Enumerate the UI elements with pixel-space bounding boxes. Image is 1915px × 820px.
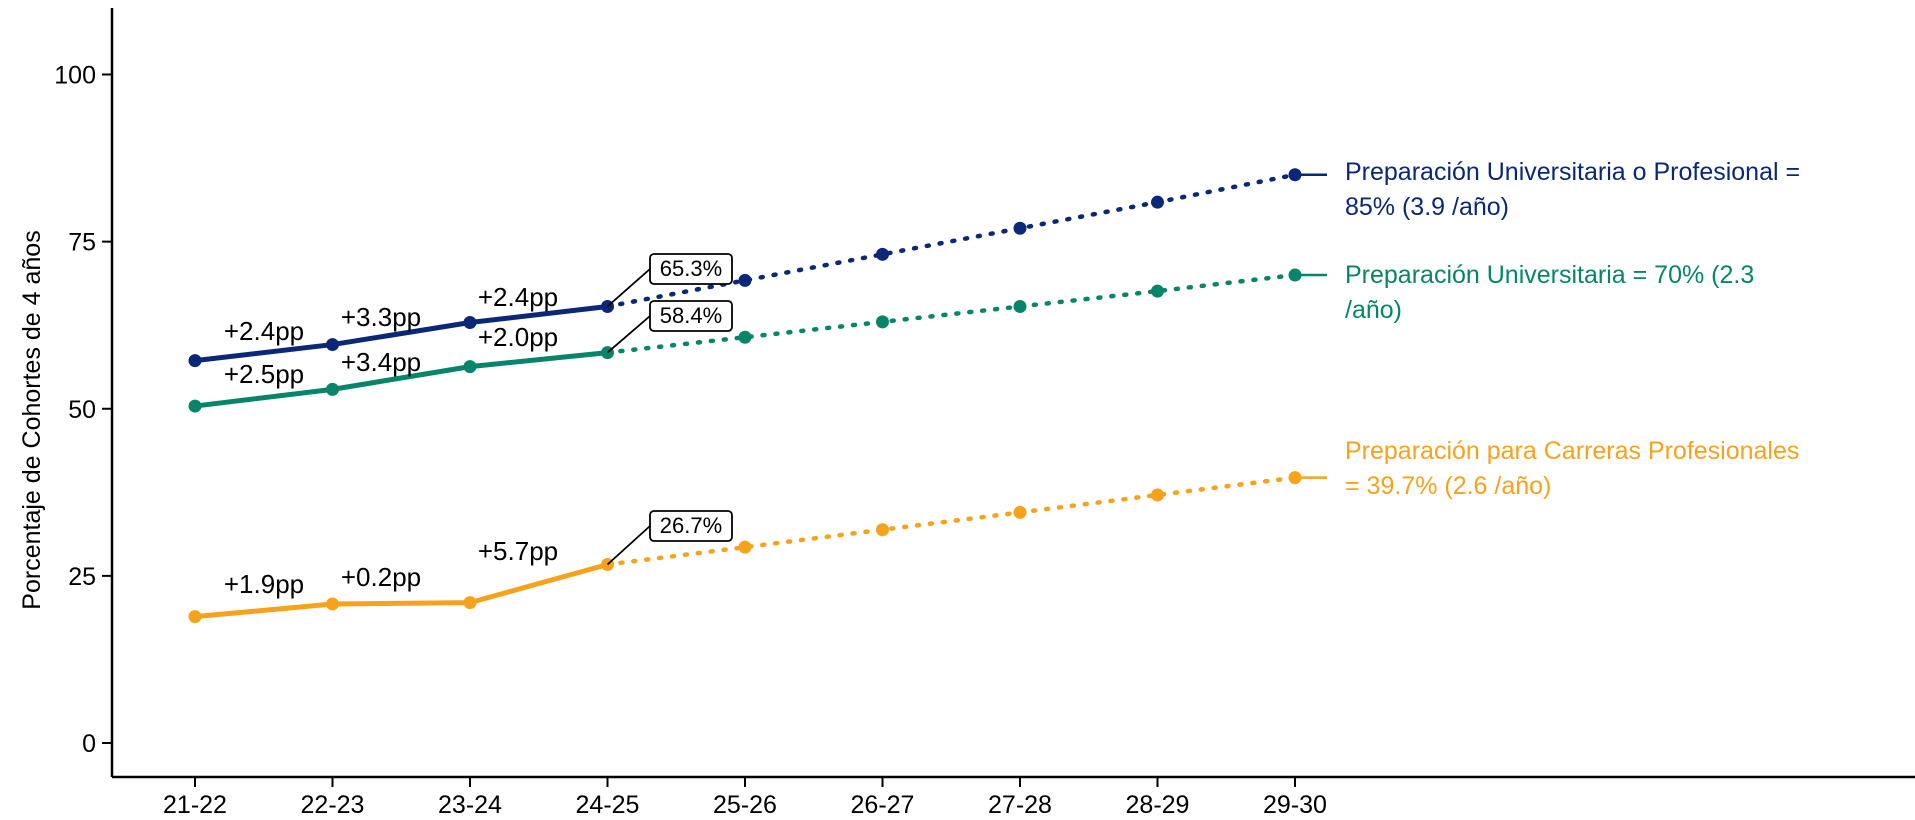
series-line-projected [605, 475, 1298, 567]
series-end-label: Preparación Universitaria o Profesional … [1345, 158, 1800, 221]
y-tick-label: 100 [54, 62, 96, 90]
data-point [876, 523, 889, 537]
callout-box [649, 253, 733, 285]
delta-label: +2.5pp [224, 359, 304, 389]
x-tick-label: 23-24 [438, 791, 502, 819]
series-3: Preparación para Carreras Profesionales =… [188, 437, 1799, 624]
data-point [1013, 299, 1027, 313]
series-end-label-line: Preparación Universitaria o Profesional … [1345, 158, 1800, 186]
delta-label: +3.3pp [341, 302, 421, 332]
delta-label: +1.9pp [224, 569, 304, 599]
callout-leader [606, 525, 651, 566]
data-point [738, 273, 752, 287]
series-end-label-line: Preparación Universitaria = 70% (2.3 [1345, 261, 1754, 289]
series-1: Preparación Universitaria o Profesional … [188, 158, 1800, 368]
x-tick-label: 24-25 [576, 791, 640, 819]
series-end-label-line: = 39.7% (2.6 /año) [1345, 472, 1551, 500]
data-point [463, 596, 477, 610]
series-line-actual [192, 350, 610, 409]
series-line-actual [192, 562, 610, 620]
series-layer: Preparación Universitaria o Profesional … [188, 158, 1800, 624]
data-point [188, 610, 202, 624]
x-tick-label: 26-27 [851, 791, 915, 819]
x-tick-label: 22-23 [301, 791, 365, 819]
series-end-label-line: /año) [1345, 296, 1402, 324]
delta-label: +5.7pp [478, 536, 558, 566]
delta-label: +2.4pp [224, 316, 304, 346]
data-point [1013, 505, 1027, 519]
data-point [1013, 221, 1027, 235]
data-point [876, 315, 889, 329]
callout-label: 58.4% [660, 303, 722, 328]
callout-box [649, 300, 733, 332]
data-point [1151, 488, 1164, 502]
data-point [738, 540, 752, 554]
x-tick-label: 25-26 [713, 791, 777, 819]
data-point [1151, 284, 1164, 298]
delta-label: +3.4pp [341, 347, 421, 377]
axes: 0 25 50 75 100 21-22 22-23 23-24 24-25 25-26 26-27… [54, 8, 1915, 819]
series-line-actual [192, 303, 610, 364]
data-point [326, 338, 339, 352]
series-end-label: Preparación Universitaria = 70% (2.3/año… [1345, 261, 1754, 324]
data-point [876, 247, 889, 261]
data-point [188, 399, 202, 413]
data-point [738, 330, 752, 344]
x-tick-label: 29-30 [1263, 791, 1327, 819]
callout-leader [606, 315, 651, 354]
series-end-label-line: 85% (3.9 /año) [1345, 193, 1509, 221]
data-point [463, 316, 477, 330]
delta-label: +2.0pp [478, 322, 558, 352]
y-tick-label: 25 [68, 563, 96, 591]
delta-label: +2.4pp [478, 282, 558, 312]
x-tick-label: 27-28 [988, 791, 1052, 819]
y-tick-label: 50 [68, 396, 96, 424]
series-2: Preparación Universitaria = 70% (2.3/año… [188, 261, 1754, 413]
data-point [326, 382, 339, 396]
y-axis-title: Porcentaje de Cohortes de 4 años [18, 230, 46, 609]
data-point [188, 354, 202, 368]
series-line-projected [605, 272, 1298, 355]
data-point [1151, 195, 1164, 209]
x-tick-label: 21-22 [163, 791, 227, 819]
callout-box [649, 510, 733, 542]
series-end-label-line: Preparación para Carreras Profesionales [1345, 437, 1799, 465]
data-point [326, 597, 339, 611]
callout-label: 26.7% [660, 513, 722, 538]
x-tick-label: 28-29 [1126, 791, 1190, 819]
delta-label: +0.2pp [341, 562, 421, 592]
y-tick-label: 0 [82, 730, 96, 758]
data-point [463, 360, 477, 374]
callout-label: 65.3% [660, 256, 722, 281]
y-tick-label: 75 [68, 229, 96, 257]
series-end-label: Preparación para Carreras Profesionales =… [1345, 437, 1799, 500]
callout-leader [606, 268, 651, 308]
